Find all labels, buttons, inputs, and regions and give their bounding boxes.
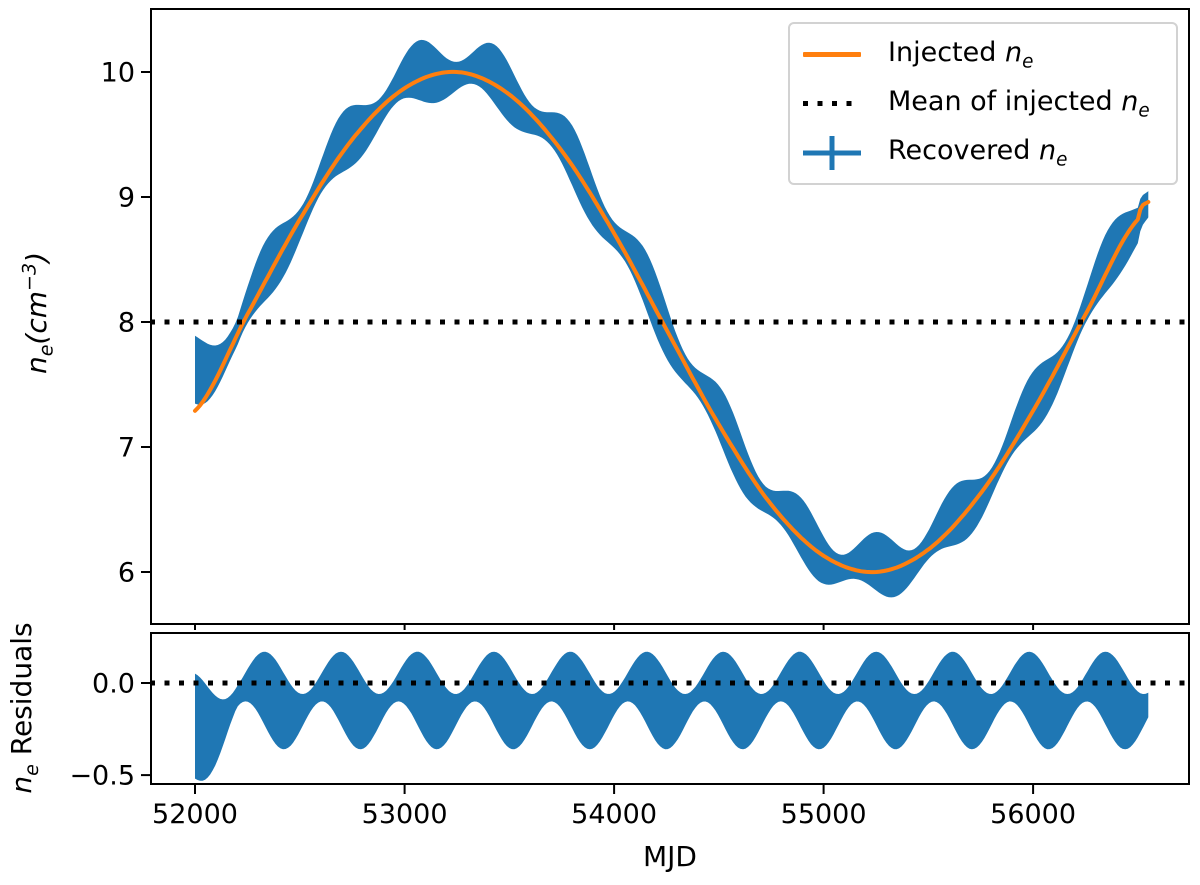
legend-label: Mean of injected ne — [888, 86, 1150, 121]
label-part: (cm — [19, 290, 53, 345]
x-tick-label: 56000 — [990, 799, 1076, 830]
label-part: Recovered — [888, 134, 1039, 166]
legend-line-swatch — [802, 52, 862, 57]
legend-errorbar-swatch — [802, 134, 862, 172]
label-part: n — [1004, 36, 1023, 68]
y-tick-label: 8 — [118, 307, 135, 338]
y-tick-label: 0.0 — [92, 668, 135, 699]
legend: Injected ne Mean of injected ne Recovered … — [788, 22, 1178, 185]
legend-dotted-swatch — [802, 101, 862, 106]
label-part: e — [1022, 51, 1034, 73]
residual-band — [195, 651, 1149, 781]
legend-label: Recovered ne — [888, 135, 1067, 170]
x-tick-label: 53000 — [362, 799, 448, 830]
dotted-line-icon — [803, 101, 861, 106]
panel-spine — [150, 8, 1190, 625]
label-part: −3 — [18, 262, 41, 291]
label-part: ) — [19, 251, 53, 263]
label-part: Mean of injected — [888, 85, 1122, 117]
label-part: e — [1138, 100, 1150, 122]
legend-row: Injected ne — [802, 32, 1176, 78]
legend-row: Recovered ne — [802, 130, 1176, 176]
label-part: n — [1038, 134, 1057, 166]
label-part: n — [19, 356, 53, 375]
legend-label: Injected ne — [888, 37, 1033, 72]
y-tick-label: 9 — [118, 182, 135, 213]
label-part: Residuals — [5, 622, 39, 765]
panel-spine — [150, 632, 1190, 785]
x-tick-label: 52000 — [152, 799, 238, 830]
label-part: n — [5, 775, 39, 794]
main-panel: 10 9 8 7 6 — [101, 8, 1190, 630]
y-tick-label: 10 — [101, 57, 135, 88]
errorbar-icon — [803, 135, 861, 170]
x-tick-label: 54000 — [571, 799, 657, 830]
x-axis-label: MJD — [643, 840, 697, 873]
label-part: e — [35, 344, 58, 357]
y-tick-label: 6 — [118, 557, 135, 588]
legend-row: Mean of injected ne — [802, 81, 1176, 127]
label-part: e — [20, 764, 43, 776]
x-tick-label: 55000 — [781, 799, 867, 830]
injected-line — [193, 69, 1151, 575]
label-part: n — [1121, 85, 1139, 117]
y-tick-label: −0.5 — [69, 761, 135, 792]
solid-line-icon — [803, 52, 861, 57]
y-tick-label: 7 — [118, 432, 135, 463]
y-axis-label-residuals: ne Residuals — [5, 622, 43, 793]
residuals-panel: 0.0 −0.5 52000 53000 54000 55000 56000 — [69, 632, 1190, 830]
label-part: e — [1056, 149, 1068, 171]
y-axis-label-main: ne(cm−3) — [19, 252, 58, 374]
label-part: Injected — [888, 36, 1005, 68]
